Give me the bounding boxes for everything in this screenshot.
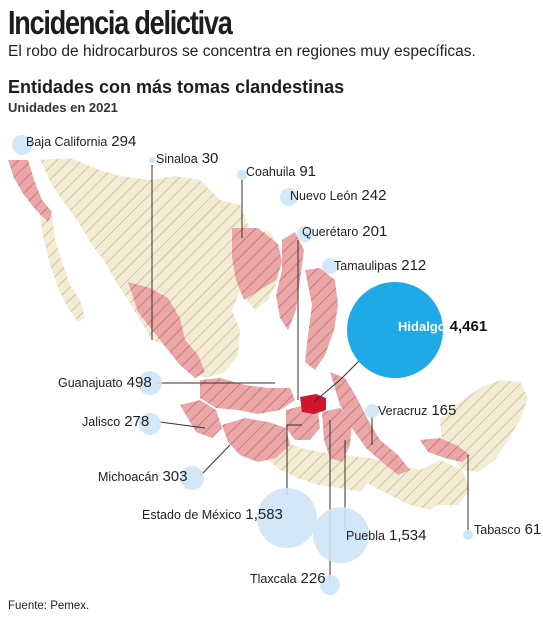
region-tabasco [420, 438, 470, 462]
label-baja-california-name: Baja California [26, 135, 107, 149]
page-subtitle: El robo de hidrocarburos se concentra en… [8, 43, 476, 60]
region-jalisco-coast [180, 400, 222, 438]
label-jalisco-value: 278 [124, 413, 149, 430]
page-title: Incidencia delictiva [8, 4, 233, 41]
label-coahuila-name: Coahuila [246, 165, 295, 179]
leader-edomex [286, 424, 302, 495]
source-note: Fuente: Pemex. [8, 600, 90, 612]
bubble-veracruz [365, 404, 379, 418]
label-edomex-value: 1,583 [245, 506, 283, 523]
label-puebla-value: 1,534 [389, 527, 427, 544]
bubble-sinaloa [149, 157, 155, 163]
label-tlaxcala-value: 226 [301, 570, 326, 587]
label-tabasco-name: Tabasco [474, 523, 521, 537]
bubble-guanajuato [138, 371, 162, 395]
bubble-coahuila [237, 170, 247, 180]
label-nuevo-leon-name: Nuevo León [290, 189, 357, 203]
label-tabasco-value: 61 [525, 521, 542, 538]
region-chiapas [420, 460, 470, 505]
region-hidalgo [300, 394, 326, 414]
bubble-queretaro [297, 226, 313, 242]
label-hidalgo-name: Hidalgo [398, 319, 446, 334]
region-sinaloa [128, 282, 205, 378]
leader-michoacan [199, 444, 231, 477]
label-tlaxcala-name: Tlaxcala [250, 572, 297, 586]
label-guanajuato-name: Guanajuato [58, 376, 123, 390]
region-oaxaca [345, 455, 445, 510]
region-baja-california [8, 160, 52, 222]
label-sinaloa-name: Sinaloa [156, 152, 198, 166]
label-tamaulipas-name: Tamaulipas [334, 259, 397, 273]
region-sonora-chihuahua [40, 158, 250, 345]
region-nuevo-leon [276, 232, 304, 330]
state-labels: Baja California 294 Sinaloa 30 Coahuila 91 … [26, 133, 541, 587]
map-highlight-regions [8, 160, 470, 475]
map-title: Entidades con más tomas clandestinas [8, 77, 345, 97]
map-subtitle: Unidades en 2021 [8, 100, 118, 115]
leader-jalisco [159, 421, 206, 429]
bubble-puebla [313, 507, 369, 563]
region-southwest [266, 440, 370, 492]
bubble-baja-california [12, 135, 32, 155]
region-estado-de-mexico [286, 405, 320, 440]
region-coahuila [232, 228, 282, 300]
region-baja-sur [38, 205, 85, 322]
bubble-hidalgo [347, 282, 443, 378]
label-guanajuato-value: 498 [127, 374, 152, 391]
label-hidalgo-value: 4,461 [450, 318, 488, 335]
label-baja-california-value: 294 [111, 133, 136, 150]
bubble-nuevo-leon [280, 188, 298, 206]
bubbles [12, 135, 473, 595]
label-puebla-name: Puebla [346, 529, 385, 543]
label-edomex-name: Estado de México [142, 508, 241, 522]
label-veracruz-name: Veracruz [378, 404, 427, 418]
label-jalisco-name: Jalisco [82, 415, 120, 429]
label-sinaloa-value: 30 [202, 150, 219, 167]
region-michoacan [222, 418, 290, 462]
label-tamaulipas-value: 212 [401, 257, 426, 274]
label-veracruz-value: 165 [431, 402, 456, 419]
bubble-michoacan [180, 466, 204, 490]
region-tamaulipas [305, 268, 338, 370]
bubble-tabasco [463, 530, 473, 540]
region-guanajuato-bajio [200, 378, 295, 414]
bubble-estado-de-mexico [257, 488, 317, 548]
label-michoacan-value: 303 [162, 468, 187, 485]
label-coahuila-value: 91 [299, 163, 316, 180]
label-nuevo-leon-value: 242 [361, 187, 386, 204]
label-queretaro-value: 201 [362, 223, 387, 240]
bubble-tlaxcala [320, 575, 340, 595]
bubble-tamaulipas [322, 258, 338, 274]
region-veracruz [330, 372, 410, 475]
label-michoacan-name: Michoacán [98, 470, 158, 484]
bubble-jalisco [139, 413, 161, 435]
label-queretaro-name: Querétaro [302, 225, 358, 239]
